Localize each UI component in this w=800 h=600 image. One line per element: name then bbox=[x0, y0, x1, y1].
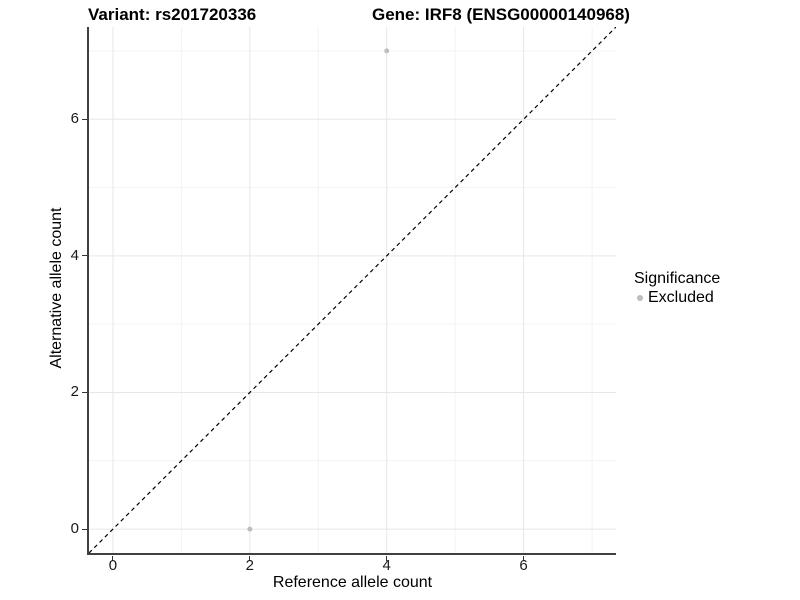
y-axis-title: Alternative allele count bbox=[48, 207, 65, 369]
x-tick-label: 6 bbox=[519, 557, 528, 574]
legend-point-icon bbox=[637, 295, 643, 301]
data-point bbox=[247, 526, 253, 532]
x-tick-label: 4 bbox=[382, 557, 391, 574]
identity-reference-line bbox=[89, 27, 616, 553]
x-axis-tick bbox=[112, 556, 114, 561]
x-axis-tick bbox=[249, 556, 251, 561]
data-point bbox=[384, 48, 390, 54]
y-axis-line bbox=[87, 27, 89, 555]
legend: Significance Excluded bbox=[634, 269, 720, 307]
y-tick-label: 4 bbox=[70, 246, 79, 264]
y-axis-tick bbox=[82, 255, 87, 257]
y-axis-tick bbox=[82, 391, 87, 393]
plot-panel bbox=[89, 27, 616, 553]
x-tick-label: 2 bbox=[245, 557, 254, 574]
legend-item-excluded: Excluded bbox=[634, 289, 720, 307]
x-axis-tick bbox=[523, 556, 525, 561]
y-tick-label: 0 bbox=[70, 520, 79, 538]
legend-item-label: Excluded bbox=[648, 289, 714, 306]
y-tick-label: 2 bbox=[70, 383, 79, 401]
x-tick-label: 0 bbox=[108, 557, 118, 574]
y-axis-tick bbox=[82, 118, 87, 120]
gene-title: Gene: IRF8 (ENSG00000140968) bbox=[372, 5, 630, 24]
y-tick-label: 6 bbox=[70, 110, 79, 128]
variant-title: Variant: rs201720336 bbox=[88, 5, 257, 24]
x-axis-tick bbox=[386, 556, 388, 561]
y-axis-tick bbox=[82, 528, 87, 530]
legend-title: Significance bbox=[634, 270, 721, 287]
x-axis-title: Reference allele count bbox=[272, 574, 433, 591]
x-axis-line bbox=[87, 553, 616, 555]
